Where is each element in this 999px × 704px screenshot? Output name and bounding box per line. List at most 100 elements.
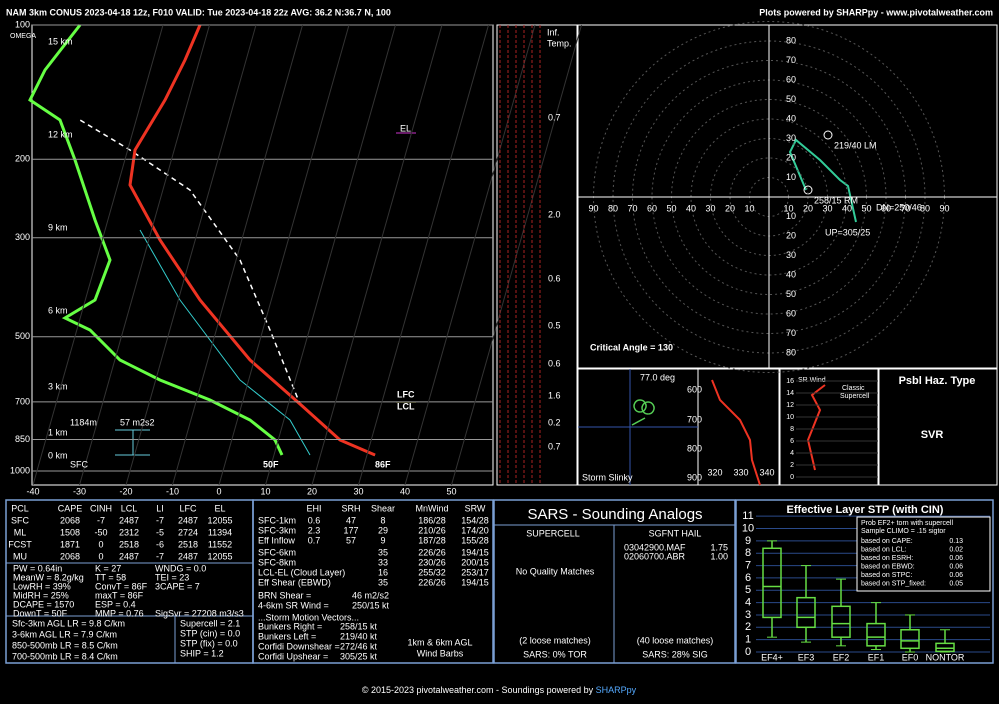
up-label: UP=305/25 xyxy=(825,227,870,237)
kin-cell: 194/15 xyxy=(461,577,489,587)
hodo-x-label: 50 xyxy=(861,203,871,213)
temp-label: 0 xyxy=(216,486,221,496)
pressure-label: 500 xyxy=(15,331,30,341)
parcel-cell: -7 xyxy=(156,515,164,525)
isotherm xyxy=(172,24,303,486)
lcl: LCL xyxy=(397,401,415,411)
pressure-label: 850 xyxy=(15,434,30,444)
hodograph-trace xyxy=(788,138,857,223)
hazard-title: Psbl Haz. Type xyxy=(899,375,976,387)
pressure-label: 100 xyxy=(15,19,30,29)
hodo-y-label: 40 xyxy=(786,113,796,123)
kin-cell: LCL-EL (Cloud Layer) xyxy=(258,567,345,577)
sars-sig: SARS: 28% SIG xyxy=(642,649,708,659)
theta-p-label: 900 xyxy=(687,472,702,482)
critical-angle: Critical Angle = 130 xyxy=(590,342,673,352)
lm-label: 219/40 LM xyxy=(834,140,877,150)
parcel-cell: 0 xyxy=(98,551,103,561)
kin-cell: SFC-1km xyxy=(258,515,296,525)
omega: OMEGA xyxy=(10,33,36,40)
parcel-cell: 2487 xyxy=(119,515,139,525)
index: PW = 0.64in xyxy=(13,563,62,573)
parcel-header: PCL xyxy=(11,503,29,513)
kin-header: Shear xyxy=(371,503,395,513)
classic: Supercell xyxy=(840,393,870,400)
kin-header: SRW xyxy=(465,503,486,513)
sr46: 4-6km SR Wind = xyxy=(258,600,329,610)
stp-tick: 2 xyxy=(745,621,751,633)
kin-cell: 29 xyxy=(378,525,388,535)
hodo-y-label: 30 xyxy=(786,250,796,260)
theta-label: 340 xyxy=(759,467,774,477)
lapse-rate: Sfc-3km AGL LR = 9.8 C/km xyxy=(12,618,125,628)
box xyxy=(831,605,851,638)
parcel-header: LI xyxy=(156,503,164,513)
kin-cell: 33 xyxy=(378,557,388,567)
inf-value: 0.7 xyxy=(548,441,561,451)
parcel-cell: 0 xyxy=(98,539,103,549)
wetbulb-trace xyxy=(139,229,311,456)
left-mover xyxy=(823,130,833,140)
inferred-temp-frame xyxy=(496,24,578,486)
stp-tick: 7 xyxy=(745,559,751,571)
parcel-cell: -6 xyxy=(156,539,164,549)
box xyxy=(796,596,816,629)
kin-cell: 47 xyxy=(346,515,356,525)
box xyxy=(762,547,782,619)
theta-p-label: 700 xyxy=(687,414,702,424)
stp-category: EF0 xyxy=(902,652,919,662)
dewpoint-label: 50F xyxy=(263,459,279,469)
hodo-x-label: 10 xyxy=(783,203,793,213)
temp-label: -10 xyxy=(166,486,179,496)
kin-cell: 0.6 xyxy=(308,515,321,525)
parcel-cell: 12055 xyxy=(207,515,232,525)
kin-cell: 35 xyxy=(378,547,388,557)
temp-label: 20 xyxy=(307,486,317,496)
parcel-cell: 2518 xyxy=(178,539,198,549)
parcel-cell: 1871 xyxy=(60,539,80,549)
slinky xyxy=(631,399,655,426)
index: TT = 58 xyxy=(95,572,126,582)
inf-value: 0.6 xyxy=(548,273,561,283)
kin-cell: 57 xyxy=(346,535,356,545)
hodo-x-label: 90 xyxy=(588,203,598,213)
temp-label: -40 xyxy=(26,486,39,496)
eff-depth: 1184m xyxy=(70,417,97,427)
temp-label-sfc: 86F xyxy=(375,459,391,469)
eff-srh: 57 m2s2 xyxy=(120,417,155,427)
kin-cell: 200/15 xyxy=(461,557,489,567)
temp-label: 40 xyxy=(400,486,410,496)
kin-header: SRH xyxy=(341,503,360,513)
kin-cell: 230/26 xyxy=(418,557,446,567)
prob-line: Sample CLIMO = .15 sigtor xyxy=(861,528,946,535)
hodo-x-label: 40 xyxy=(686,203,696,213)
prob-label: based on EBWD: xyxy=(861,563,915,570)
prob-value: 0.06 xyxy=(949,572,963,579)
hodo-x-label: 30 xyxy=(705,203,715,213)
sr46: 250/15 kt xyxy=(352,600,390,610)
temperature-trace xyxy=(128,24,376,457)
hodo-y-label: 10 xyxy=(786,172,796,182)
motion-value: 272/46 kt xyxy=(340,641,378,651)
prob-label: based on STP_fixed: xyxy=(861,580,926,587)
prob-label: based on STPC: xyxy=(861,572,912,579)
kinematic-frame xyxy=(252,499,494,664)
kin-header: MnWind xyxy=(415,503,448,513)
parcel-header: LCL xyxy=(121,503,138,513)
index: DownT = 50F xyxy=(13,608,68,618)
kin-cell: 16 xyxy=(378,567,388,577)
stp-category: EF3 xyxy=(798,652,815,662)
prob-line: Prob EF2+ torn with supercell xyxy=(861,520,953,527)
hodo-y-label: 40 xyxy=(786,269,796,279)
lapse-rate: 3-6km AGL LR = 7.9 C/km xyxy=(12,629,117,639)
isotherm xyxy=(32,24,164,486)
parcel-header: CINH xyxy=(90,503,112,513)
kin-cell: 2.3 xyxy=(308,525,321,535)
prob-value: 0.02 xyxy=(949,546,963,553)
parcel-cell: 1508 xyxy=(60,527,80,537)
kin-cell: SFC-8km xyxy=(258,557,296,567)
inf-title: Inf. xyxy=(547,27,560,37)
kin-cell: 226/26 xyxy=(418,547,446,557)
hodo-y-label: 50 xyxy=(786,289,796,299)
